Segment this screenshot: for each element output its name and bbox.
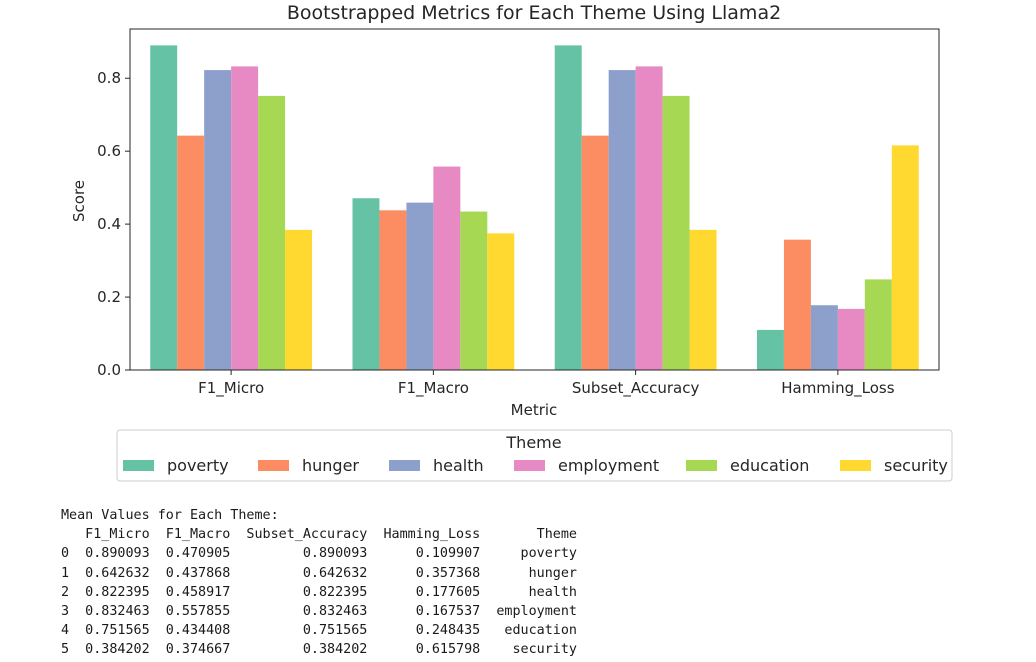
bar-hunger-f1_macro <box>379 210 407 370</box>
legend-swatch-poverty <box>123 460 154 471</box>
bar-health-f1_macro <box>406 202 434 370</box>
bar-security-subset_accuracy <box>689 229 717 370</box>
legend-label-poverty: poverty <box>167 456 229 475</box>
legend-title: Theme <box>505 433 561 452</box>
legend-swatch-health <box>389 460 420 471</box>
legend-label-security: security <box>884 456 948 475</box>
dataframe-output: Mean Values for Each Theme: F1_Micro F1_… <box>61 506 577 660</box>
y-tick-label: 0.2 <box>97 288 121 306</box>
legend-frame <box>116 429 953 482</box>
bar-hunger-f1_micro <box>177 135 205 370</box>
output-row: 5 0.384202 0.374667 0.384202 0.615798 se… <box>61 642 577 658</box>
output-row: 2 0.822395 0.458917 0.822395 0.177605 he… <box>61 584 577 600</box>
x-tick-label: F1_Micro <box>198 379 264 398</box>
legend-label-education: education <box>730 456 809 475</box>
x-tick-label: Subset_Accuracy <box>572 379 700 398</box>
legend-swatch-education <box>686 460 717 471</box>
legend-label-employment: employment <box>558 456 659 475</box>
y-tick-label: 0.6 <box>97 142 121 160</box>
x-axis-title: Metric <box>511 401 558 419</box>
x-tick-label: F1_Macro <box>398 379 469 398</box>
output-header-row: F1_Micro F1_Macro Subset_Accuracy Hammin… <box>61 527 577 543</box>
bar-employment-subset_accuracy <box>635 66 663 371</box>
bar-poverty-subset_accuracy <box>554 45 582 370</box>
legend-swatch-hunger <box>258 460 289 471</box>
bar-security-f1_micro <box>285 229 313 370</box>
y-tick-label: 0.4 <box>97 215 121 233</box>
y-axis-title: Score <box>70 180 88 222</box>
chart: Bootstrapped Metrics for Each Theme Usin… <box>70 2 953 482</box>
bar-hunger-subset_accuracy <box>581 135 609 370</box>
bar-hunger-hamming_loss <box>783 239 811 370</box>
bar-security-hamming_loss <box>891 145 919 370</box>
bar-health-f1_micro <box>204 70 232 370</box>
bar-poverty-hamming_loss <box>756 329 784 370</box>
y-tick-label: 0.8 <box>97 69 121 87</box>
bar-employment-hamming_loss <box>837 308 865 370</box>
legend: Theme poverty hunger health employment educa… <box>116 429 953 482</box>
y-tick-label: 0.0 <box>97 361 121 379</box>
bar-education-f1_macro <box>460 211 488 370</box>
bar-employment-f1_macro <box>433 166 461 370</box>
plot-frame <box>129 28 940 371</box>
output-row: 3 0.832463 0.557855 0.832463 0.167537 em… <box>61 603 577 619</box>
bar-poverty-f1_micro <box>150 45 178 370</box>
output-row: 4 0.751565 0.434408 0.751565 0.248435 ed… <box>61 623 577 639</box>
bar-health-subset_accuracy <box>608 70 636 370</box>
x-tick-label: Hamming_Loss <box>781 379 894 398</box>
legend-label-hunger: hunger <box>302 456 359 475</box>
bar-poverty-f1_macro <box>352 198 380 370</box>
legend-swatch-employment <box>514 460 545 471</box>
output-row: 0 0.890093 0.470905 0.890093 0.109907 po… <box>61 546 577 562</box>
bars-group <box>150 45 919 371</box>
bar-employment-f1_micro <box>231 66 259 371</box>
output-row: 1 0.642632 0.437868 0.642632 0.357368 hu… <box>61 565 577 581</box>
bar-health-hamming_loss <box>810 305 838 370</box>
bar-security-f1_macro <box>487 233 515 370</box>
bar-education-f1_micro <box>258 95 286 371</box>
axes-group: 0.0 0.2 0.4 0.6 0.8 F1_Micro F1_Macro Subset_Ac… <box>97 28 940 398</box>
legend-swatch-security <box>840 460 871 471</box>
legend-label-health: health <box>433 456 484 475</box>
chart-title: Bootstrapped Metrics for Each Theme Usin… <box>287 2 781 24</box>
bar-education-subset_accuracy <box>662 95 690 371</box>
bar-education-hamming_loss <box>864 279 892 370</box>
output-heading: Mean Values for Each Theme: <box>61 508 279 523</box>
